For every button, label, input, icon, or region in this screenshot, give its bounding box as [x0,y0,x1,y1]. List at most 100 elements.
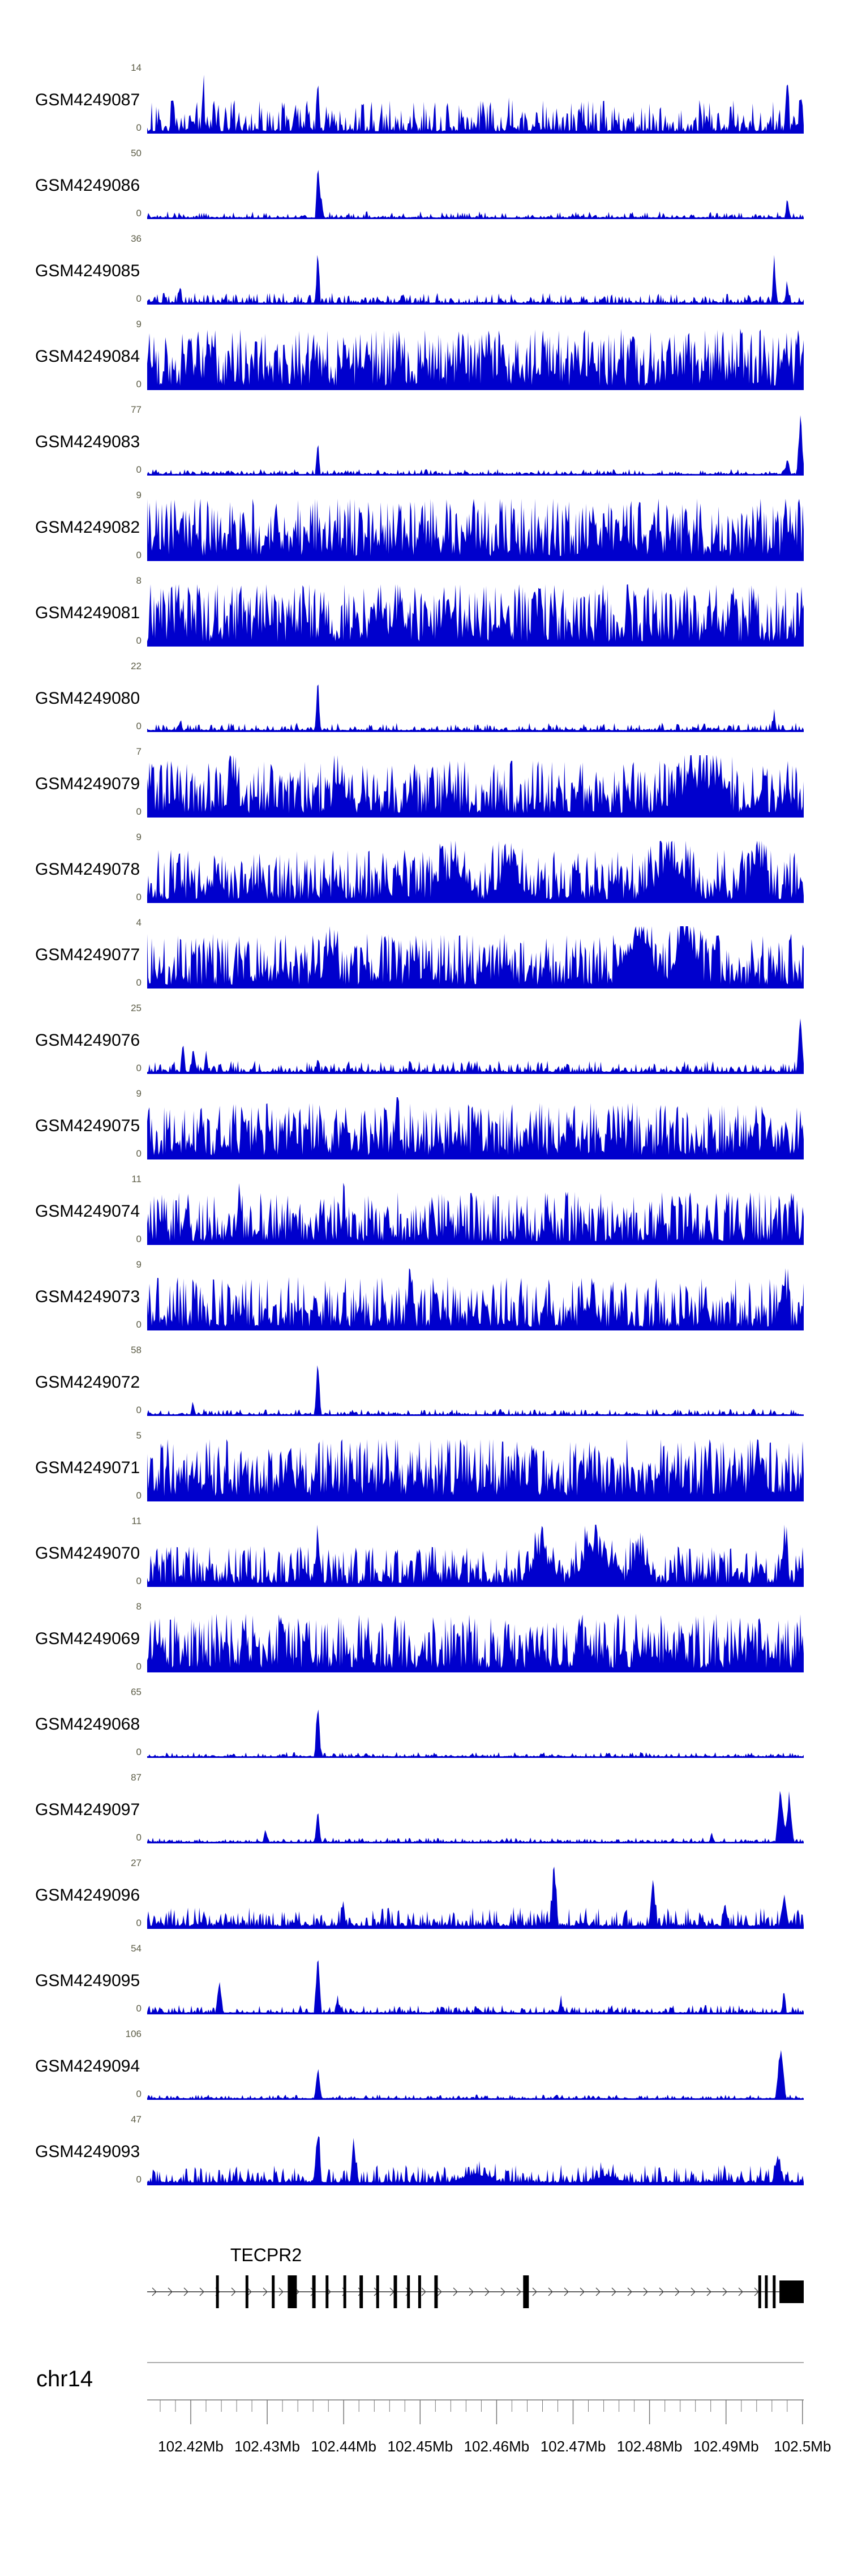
track-ymin-label: 0 [136,1918,142,1928]
track-row: GSM4249086 50 0 [0,142,849,228]
track-row: GSM4249085 36 0 [0,228,849,313]
strand-arrow-icon [484,2287,490,2296]
exon [325,2275,329,2308]
exon [245,2275,248,2308]
axis-tick-label: 102.5Mb [774,2438,831,2455]
track-ymin-label: 0 [136,977,142,988]
terminal-exon-box [779,2280,804,2303]
coverage-polygon [147,1613,804,1672]
coverage-polygon [147,755,804,818]
track-label: GSM4249085 [35,262,140,280]
coverage-area [147,1791,804,1843]
track-row: GSM4249095 54 0 [0,1937,849,2023]
axis-tick-label: 102.43Mb [234,2438,300,2455]
track-row: GSM4249075 9 0 [0,1082,849,1168]
coverage-area [147,1097,804,1159]
strand-arrow-icon [199,2287,204,2296]
strand-arrow-icon [168,2287,173,2296]
coverage-area [147,328,804,390]
exon [523,2275,529,2308]
track-row: GSM4249096 27 0 [0,1852,849,1937]
track-label: GSM4249074 [35,1202,140,1221]
track-ymax-label: 8 [136,575,142,586]
track-label: GSM4249080 [35,689,140,708]
track-row: GSM4249073 9 0 [0,1253,849,1339]
exon [343,2275,346,2308]
strand-arrow-icon [675,2287,680,2296]
track-ymin-label: 0 [136,1063,142,1073]
track-label: GSM4249072 [35,1373,140,1392]
axis-tick-label: 102.44Mb [311,2438,377,2455]
strand-arrow-icon [358,2287,363,2296]
track-row: GSM4249071 5 0 [0,1424,849,1510]
strand-arrow-icon [516,2287,521,2296]
track-ymin-label: 0 [136,2003,142,2014]
chromosome-label: chr14 [36,2367,93,2391]
track-label: GSM4249081 [35,604,140,622]
coverage-polygon [147,2049,804,2100]
strand-arrow-icon [500,2287,505,2296]
exon [359,2275,363,2308]
track-ymax-label: 22 [131,661,142,671]
strand-arrow-icon [595,2287,601,2296]
axis-tick-label: 102.48Mb [616,2438,683,2455]
strand-arrow-icon [294,2287,299,2296]
coverage-area [147,1709,804,1758]
track-ymin-label: 0 [136,1832,142,1843]
strand-arrow-icon [183,2287,188,2296]
coverage-area [147,1613,804,1672]
track-row: GSM4249084 9 0 [0,313,849,399]
strand-arrow-icon [278,2287,284,2296]
coverage-polygon [147,1791,804,1843]
track-row: GSM4249079 7 0 [0,741,849,826]
axis-tick-label: 102.47Mb [540,2438,606,2455]
coverage-area [147,2049,804,2100]
track-ymin-label: 0 [136,1661,142,1672]
track-label: GSM4249086 [35,176,140,195]
strand-arrow-icon [611,2287,616,2296]
track-label: GSM4249079 [35,774,140,793]
track-row: GSM4249076 25 0 [0,997,849,1082]
axis-tick-label: 102.42Mb [158,2438,224,2455]
track-ymax-label: 5 [136,1430,142,1441]
strand-arrow-icon [627,2287,632,2296]
track-label: GSM4249076 [35,1031,140,1050]
separator-line [147,2362,804,2363]
coverage-area [147,1183,804,1245]
track-ymax-label: 11 [131,1174,142,1184]
track-ymax-label: 54 [131,1943,142,1954]
coverage-polygon [147,1709,804,1758]
track-ymin-label: 0 [136,464,142,475]
ruler-ticks [147,2399,804,2424]
track-ymax-label: 4 [136,917,142,928]
coverage-polygon [147,75,804,134]
track-ymax-label: 106 [125,2029,142,2039]
coverage-area [147,1960,804,2014]
track-ymax-label: 36 [131,233,142,244]
track-ymin-label: 0 [136,293,142,304]
track-ymax-label: 14 [131,62,142,73]
coverage-polygon [147,1867,804,1929]
coverage-polygon [147,1525,804,1587]
track-ymax-label: 77 [131,404,142,415]
track-label: GSM4249077 [35,945,140,964]
coverage-polygon [147,499,804,561]
coverage-polygon [147,841,804,903]
exon [312,2275,316,2308]
coverage-polygon [147,170,804,219]
track-ymin-label: 0 [136,2089,142,2099]
strand-arrow-icon [754,2287,759,2296]
strand-arrow-icon [532,2287,537,2296]
track-label: GSM4249084 [35,347,140,366]
track-label: GSM4249087 [35,91,140,109]
track-row: GSM4249081 8 0 [0,570,849,655]
strand-arrow-icon [564,2287,569,2296]
track-ymin-label: 0 [136,892,142,902]
track-ymin-label: 0 [136,1490,142,1501]
track-row: GSM4249070 11 0 [0,1510,849,1595]
coverage-polygon [147,584,804,647]
track-ymax-label: 7 [136,746,142,757]
track-label: GSM4249078 [35,860,140,879]
track-ymin-label: 0 [136,122,142,133]
exon [288,2275,297,2308]
